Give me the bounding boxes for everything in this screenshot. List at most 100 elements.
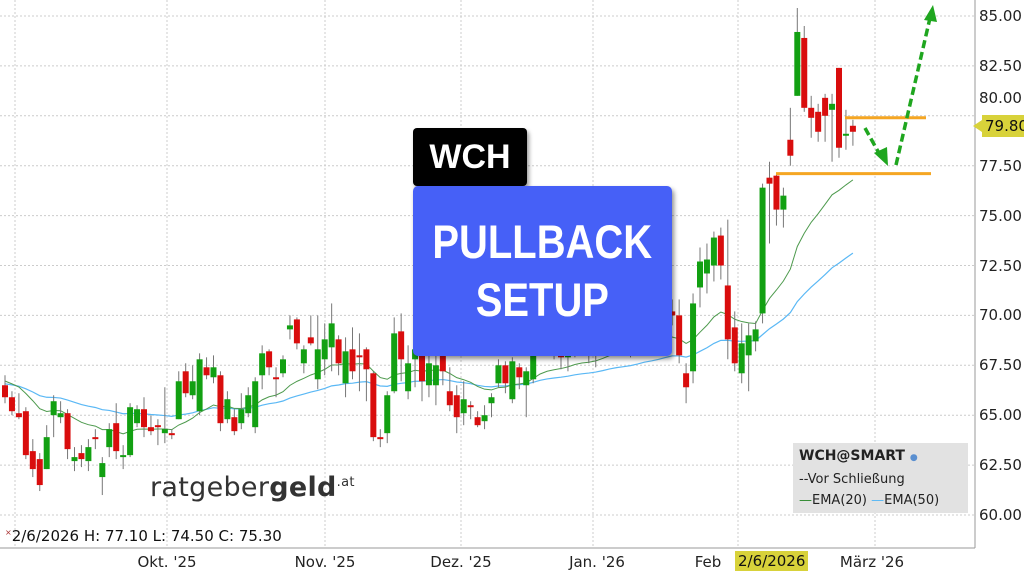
candle-down xyxy=(676,315,683,356)
candle-up xyxy=(245,395,252,414)
candle-down xyxy=(113,423,120,452)
candle-up xyxy=(196,359,203,412)
candle-up xyxy=(342,351,349,384)
marker-icon: × xyxy=(5,528,12,537)
candle-up xyxy=(842,133,849,136)
candle-down xyxy=(502,365,509,384)
setup-banner-line2: SETUP xyxy=(475,273,610,326)
candle-up xyxy=(50,401,57,416)
logo-suffix: .at xyxy=(336,475,355,490)
candle-down xyxy=(217,375,224,424)
candle-up xyxy=(405,363,412,392)
candle-down xyxy=(231,417,238,432)
candle-up xyxy=(523,371,530,386)
y-tick-label: 75.00 xyxy=(979,206,1022,225)
candle-up xyxy=(314,349,321,380)
candle-up xyxy=(238,409,245,424)
candle-up xyxy=(488,397,495,404)
candle-down xyxy=(147,427,154,432)
candle-down xyxy=(801,37,808,108)
candle-down xyxy=(293,319,300,344)
candle-down xyxy=(766,177,773,184)
candle-down xyxy=(168,433,175,436)
candle-down xyxy=(849,125,856,132)
candle-up xyxy=(328,323,335,348)
candle-up xyxy=(259,353,266,376)
candle-up xyxy=(134,409,141,424)
candle-up xyxy=(829,103,836,110)
y-tick-label: 65.00 xyxy=(979,406,1022,425)
candle-down xyxy=(377,437,384,440)
candle-up xyxy=(780,195,787,210)
candle-down xyxy=(724,285,731,340)
candle-up xyxy=(690,303,697,372)
pullback-arrow xyxy=(863,127,882,156)
chart-legend[interactable]: WCH@SMART ● --Vor Schließung —EMA(20) —E… xyxy=(793,443,968,513)
candle-up xyxy=(697,261,703,288)
breakout-arrow xyxy=(894,17,932,166)
candle-up xyxy=(710,237,717,266)
candle-up xyxy=(189,381,196,396)
candle-down xyxy=(822,97,829,116)
candle-up xyxy=(321,339,328,360)
candle-up xyxy=(432,365,439,386)
candle-down xyxy=(717,235,724,266)
candle-up xyxy=(481,415,488,422)
candle-up xyxy=(286,325,293,330)
candle-up xyxy=(425,363,432,386)
y-tick-label: 77.50 xyxy=(979,156,1022,175)
legend-ema50[interactable]: EMA(50) xyxy=(884,493,940,508)
candle-up xyxy=(175,381,182,420)
candle-up xyxy=(300,349,307,364)
y-tick-label: 82.50 xyxy=(979,56,1022,75)
candle-down xyxy=(815,111,822,132)
candle-down xyxy=(29,451,36,470)
candle-up xyxy=(759,187,766,314)
candle-up xyxy=(85,447,92,462)
logo-part1: ratgeber xyxy=(150,472,270,503)
candle-up xyxy=(71,457,78,462)
candle-down xyxy=(467,405,474,408)
candle-down xyxy=(22,411,29,456)
candle-up xyxy=(252,381,259,428)
candle-down xyxy=(335,339,342,364)
candle-down xyxy=(64,413,71,450)
candle-up xyxy=(210,367,217,378)
candle-up xyxy=(391,333,398,392)
candle-up xyxy=(460,399,467,414)
legend-ema20[interactable]: EMA(20) xyxy=(812,493,868,508)
candle-down xyxy=(154,425,161,428)
setup-banner-line1: PULLBACK xyxy=(432,215,653,268)
breakout-arrowhead-icon xyxy=(924,5,937,22)
logo-part2: geld xyxy=(269,472,337,503)
candle-up xyxy=(745,335,752,356)
candle-up xyxy=(57,413,64,418)
y-tick-label: 62.50 xyxy=(979,456,1022,475)
candle-down xyxy=(203,367,210,376)
candle-down xyxy=(92,437,99,440)
candle-down xyxy=(808,107,815,118)
candle-down xyxy=(836,67,842,148)
candle-up xyxy=(43,437,50,470)
x-tick-label: Nov. '25 xyxy=(294,553,356,571)
candle-down xyxy=(78,453,85,460)
x-tick-label: Feb xyxy=(694,553,722,571)
candle-down xyxy=(15,413,22,418)
candle-down xyxy=(398,331,405,360)
candle-down xyxy=(36,459,43,486)
y-tick-label: 70.00 xyxy=(979,306,1022,325)
candle-up xyxy=(703,259,710,274)
setup-banner: PULLBACK SETUP xyxy=(413,186,672,356)
candle-down xyxy=(419,355,425,382)
candle-up xyxy=(99,463,106,478)
legend-title: WCH@SMART xyxy=(799,448,905,464)
x-tick-label: März '26 xyxy=(839,553,905,571)
candle-down xyxy=(273,377,280,380)
candle-up xyxy=(752,329,759,342)
candle-down xyxy=(8,397,15,412)
settings-dot-icon[interactable]: ● xyxy=(909,453,918,463)
candle-down xyxy=(683,373,690,388)
candle-up xyxy=(794,31,801,96)
candle-down xyxy=(773,175,780,210)
ohlc-info-text: 2/6/2026 H: 77.10 L: 74.50 C: 75.30 xyxy=(11,527,282,545)
